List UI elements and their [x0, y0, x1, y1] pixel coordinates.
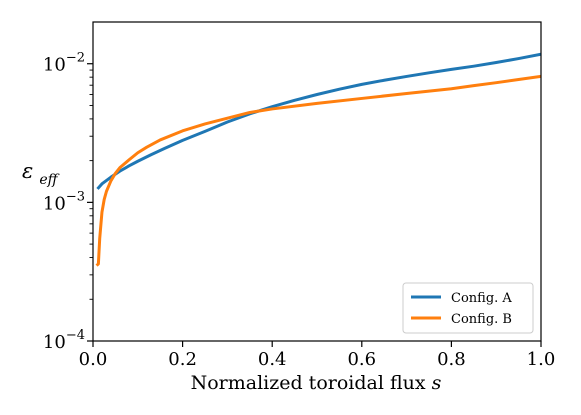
x-tick-label-1: 0.0: [79, 349, 108, 370]
y-tick-label-2: 10−3: [43, 189, 85, 214]
series-layer: [95, 52, 541, 267]
y-axis-label: ε eff: [22, 159, 60, 188]
x-tick-label-5: 0.8: [437, 349, 466, 370]
series-line-1: [96, 52, 541, 190]
y-axis-label-symbol: ε: [22, 159, 33, 183]
axes-frame: [92, 21, 542, 342]
x-tick-label-3: 0.4: [258, 349, 287, 370]
y-tick-label-3: 10−2: [43, 51, 85, 76]
y-tick-label-1: 10−4: [43, 328, 85, 353]
axis-labels: Normalized toroidal flux s ε eff: [22, 159, 442, 394]
x-axis-label-main: Normalized toroidal flux: [191, 372, 426, 394]
y-axis-label-subscript: eff: [39, 172, 59, 188]
axes-layer: 0.0 0.2 0.4 0.6 0.8 1.0 10−4 10−3 10−2: [43, 21, 556, 370]
x-axis-label: Normalized toroidal flux s: [191, 372, 442, 394]
x-tick-label-2: 0.2: [168, 349, 197, 370]
legend: Config. A Config. B: [402, 282, 534, 334]
x-axis-label-var: s: [432, 372, 442, 394]
x-tick-label-6: 1.0: [527, 349, 556, 370]
legend-label-2: Config. B: [451, 312, 512, 327]
series-line-2: [95, 74, 541, 267]
x-tick-label-4: 0.6: [347, 349, 376, 370]
legend-label-1: Config. A: [451, 291, 512, 306]
